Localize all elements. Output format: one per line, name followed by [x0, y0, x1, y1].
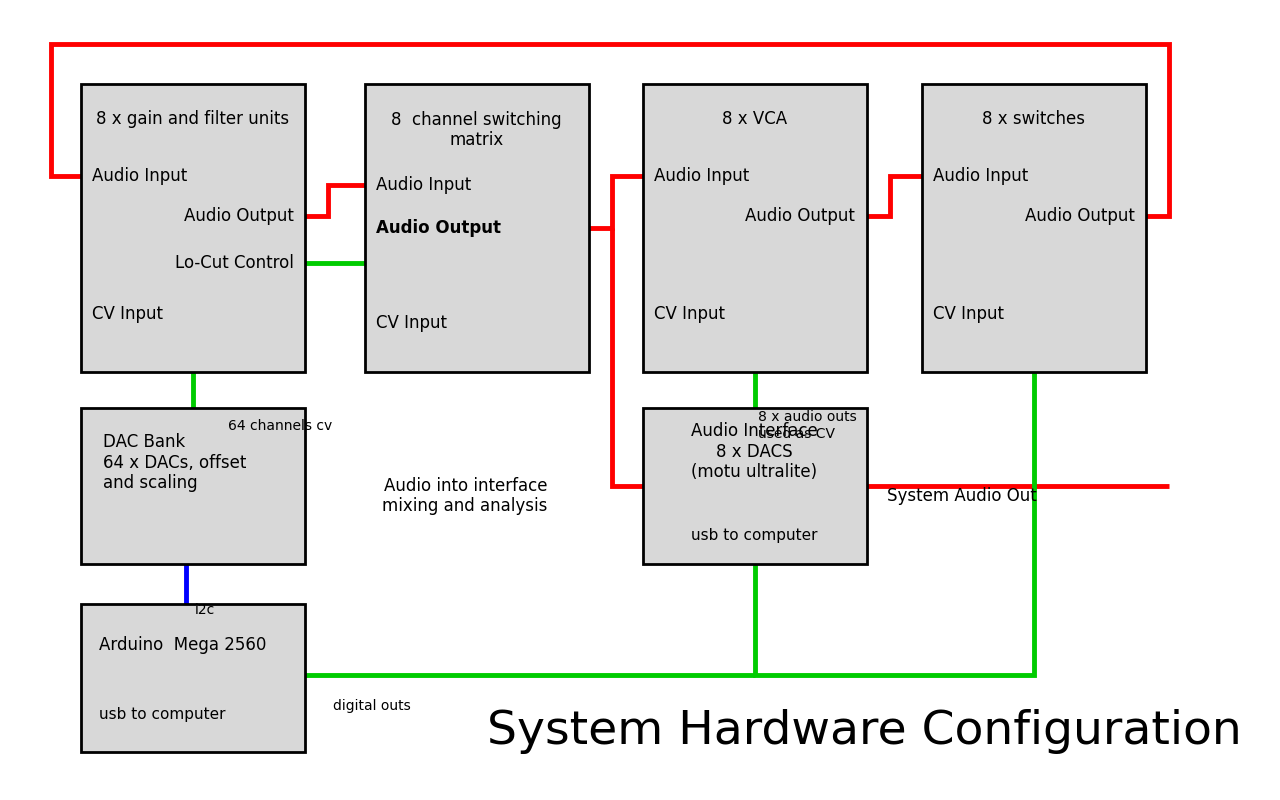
Text: digital outs: digital outs [333, 698, 411, 713]
Text: Lo-Cut Control: Lo-Cut Control [174, 254, 293, 271]
Bar [365, 84, 589, 372]
Text: Audio Input: Audio Input [933, 167, 1028, 185]
Text: 8 x gain and filter units: 8 x gain and filter units [96, 110, 289, 127]
Text: System Audio Out: System Audio Out [887, 487, 1037, 505]
Text: Audio Output: Audio Output [745, 207, 855, 226]
Bar [643, 84, 867, 372]
Text: 8 x VCA: 8 x VCA [722, 110, 787, 127]
Text: CV Input: CV Input [654, 306, 724, 323]
Text: 64 channels cv: 64 channels cv [228, 418, 332, 433]
Text: System Hardware Configuration: System Hardware Configuration [486, 710, 1242, 754]
Text: Audio into interface
mixing and analysis: Audio into interface mixing and analysis [383, 477, 548, 515]
Text: Audio Output: Audio Output [183, 207, 293, 226]
Text: Audio Interface
8 x DACS
(motu ultralite): Audio Interface 8 x DACS (motu ultralite… [691, 422, 818, 482]
Text: CV Input: CV Input [933, 306, 1004, 323]
Text: Audio Output: Audio Output [1024, 207, 1134, 226]
Text: 8  channel switching
matrix: 8 channel switching matrix [392, 110, 562, 150]
Text: Audio Input: Audio Input [654, 167, 749, 185]
Bar [81, 408, 305, 564]
Bar [922, 84, 1146, 372]
Text: usb to computer: usb to computer [99, 707, 225, 722]
Bar [643, 408, 867, 564]
Text: Audio Output: Audio Output [376, 219, 500, 237]
Text: DAC Bank
64 x DACs, offset
and scaling: DAC Bank 64 x DACs, offset and scaling [104, 433, 247, 493]
Text: i2c: i2c [195, 602, 215, 617]
Text: Arduino  Mega 2560: Arduino Mega 2560 [99, 637, 266, 654]
Text: CV Input: CV Input [376, 314, 447, 332]
Text: CV Input: CV Input [92, 306, 163, 323]
Text: Audio Input: Audio Input [92, 167, 187, 185]
Text: usb to computer: usb to computer [691, 529, 818, 543]
Text: Audio Input: Audio Input [376, 176, 471, 194]
Bar [81, 84, 305, 372]
Text: 8 x audio outs
used as CV: 8 x audio outs used as CV [758, 410, 856, 441]
Text: 8 x switches: 8 x switches [982, 110, 1085, 127]
Bar [81, 604, 305, 752]
